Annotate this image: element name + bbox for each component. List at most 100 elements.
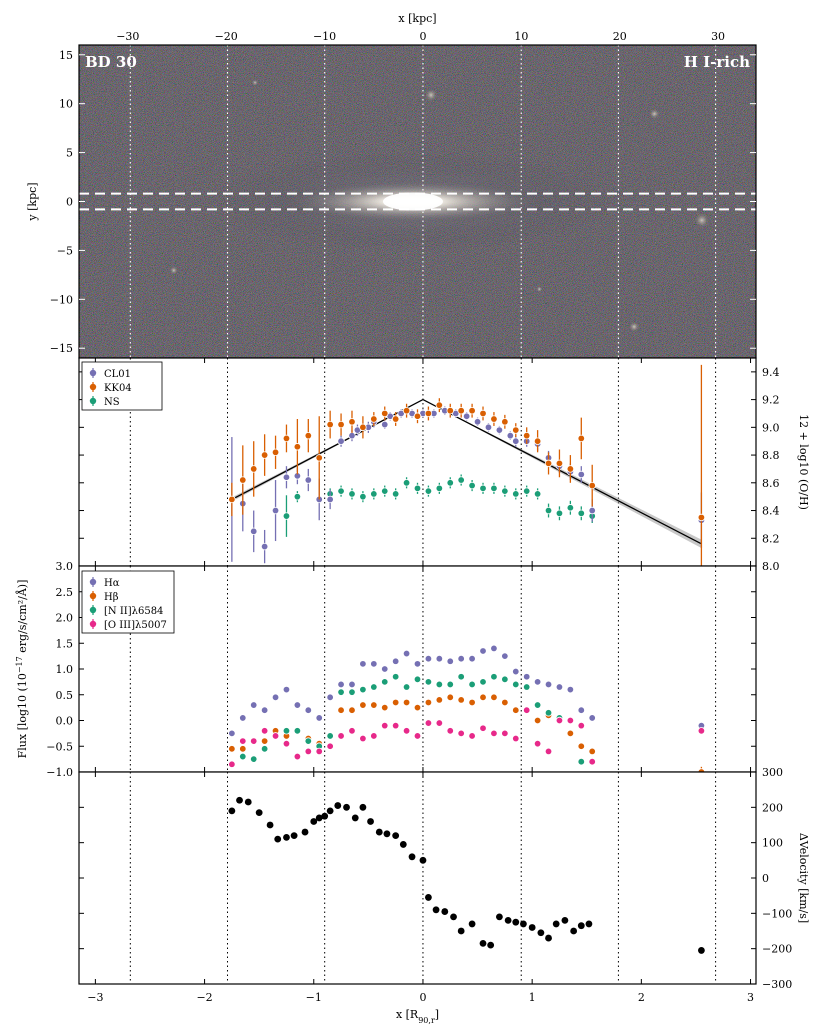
metallicity-background (79, 358, 756, 566)
flux-line-3-point (315, 747, 323, 756)
metallicity-y-axis-title: 12 + log10 (O/H) (797, 414, 810, 510)
metallicity-kk04-point (370, 415, 378, 423)
flux-line-1-point (228, 745, 236, 753)
flux-ytick-label: 1.5 (56, 637, 74, 650)
flux-line-2-point (479, 678, 487, 686)
velocity-point (585, 920, 593, 928)
top-tick-label: −20 (215, 30, 238, 43)
velocity-point (290, 832, 298, 839)
metallicity-kk04-point (239, 476, 247, 484)
flux-line-0-point (260, 706, 269, 714)
velocity-point (552, 920, 560, 928)
velocity-point (457, 927, 465, 935)
flux-ytick-label: 0.5 (56, 689, 74, 702)
flux-line-1-point (490, 693, 498, 702)
galaxy-image-panel: 15 10 5 0 −5 −10 −15 BD 30 H I-rich y [kpc] (26, 44, 757, 359)
metallicity-cl01-point (381, 420, 389, 429)
image-ytick-label: 5 (66, 147, 73, 160)
flux-line-3-point (544, 747, 553, 756)
metallicity-ns-point (522, 487, 531, 495)
metallicity-cl01-point (304, 476, 313, 484)
bottom-tick-label: −1 (306, 991, 322, 1004)
metallicity-ytick-label: 9.0 (762, 421, 780, 434)
metallicity-kk04-point (381, 409, 389, 418)
flux-line-1-point (337, 706, 345, 714)
velocity-point (375, 828, 383, 836)
background-star (536, 286, 543, 293)
velocity-point (334, 802, 342, 809)
flux-line-3-point (468, 732, 476, 740)
velocity-series (228, 796, 705, 954)
velocity-point (504, 917, 512, 924)
flux-line-3-point (479, 724, 487, 732)
flux-background (79, 566, 756, 772)
background-stars (169, 79, 709, 332)
flux-line-0-point (468, 655, 476, 663)
flux-line-3-point (555, 716, 564, 725)
flux-line-1-point (239, 745, 247, 753)
background-star (694, 213, 709, 228)
metallicity-cl01-point (326, 495, 334, 504)
velocity-point (512, 918, 520, 926)
flux-legend-marker (89, 620, 97, 628)
metallicity-kk04-point (446, 406, 454, 415)
flux-line-3-point (370, 732, 378, 740)
velocity-point (520, 920, 527, 928)
metallicity-kk04-point (577, 434, 585, 443)
velocity-point (236, 796, 243, 804)
flux-line-3-point (566, 716, 575, 725)
flux-line-1-point (381, 703, 389, 712)
flux-line-0-point (391, 657, 400, 665)
metallicity-cl01-point (260, 542, 269, 551)
velocity-point (244, 798, 252, 806)
galaxy-class-label: H I-rich (684, 53, 750, 71)
top-axis-title: x [kpc] (398, 12, 436, 25)
metallicity-cl01-point (588, 506, 596, 515)
flux-line-3-point (457, 729, 465, 738)
metallicity-kk04-point (293, 443, 302, 451)
flux-line-0-point (359, 660, 367, 668)
flux-line-2-point (250, 755, 258, 763)
velocity-point (326, 807, 334, 815)
metallicity-ns-point (413, 484, 422, 493)
flux-line-2-point (260, 745, 269, 753)
flux-ytick-label: 1.0 (56, 663, 74, 676)
top-tick-label: 30 (711, 30, 725, 43)
flux-line-3-point (446, 727, 454, 735)
bottom-tick-label: −3 (87, 991, 103, 1004)
flux-line-3-point (697, 727, 706, 735)
metallicity-kk04-point (348, 418, 356, 426)
velocity-panel: 300 200 100 0 −100 −200 −300 ΔVelocity [km/s] (78, 766, 810, 991)
metallicity-kk04-point (512, 426, 520, 434)
velocity-point (266, 821, 274, 829)
velocity-point (468, 920, 476, 928)
metallicity-panel: 8.0 8.2 8.4 8.6 8.8 9.0 9.2 9.4 3.0 CL01 KK04 NS 12 … (56, 357, 810, 573)
metallicity-kk04-point (490, 415, 498, 423)
metallicity-ns-point (391, 490, 400, 498)
velocity-point (419, 856, 427, 864)
bottom-tick-label: 0 (419, 991, 426, 1004)
flux-line-2-point (370, 683, 378, 691)
metallicity-kk04-point (282, 434, 291, 443)
slit-boundary-lines (79, 192, 756, 211)
metallicity-ytick-label: 8.0 (762, 560, 780, 573)
flux-line-0-point (228, 729, 236, 738)
metallicity-kk04-point (391, 415, 400, 423)
metallicity-ns-point (402, 479, 411, 487)
metallicity-cl01-point (495, 426, 504, 434)
velocity-point (487, 941, 495, 949)
flux-line-3-point (228, 760, 236, 768)
velocity-point (315, 814, 323, 822)
flux-line-3-point (282, 739, 291, 748)
bottom-tick-label: −2 (196, 991, 212, 1004)
metallicity-ytick-label: 8.6 (762, 477, 780, 490)
velocity-ytick-label: −300 (762, 978, 792, 991)
velocity-point (561, 917, 569, 924)
flux-line-0-point (457, 655, 465, 663)
flux-legend-box (81, 570, 175, 634)
velocity-point (274, 835, 282, 843)
flux-line-2-point (577, 758, 585, 766)
metallicity-cl01-point (271, 506, 280, 515)
velocity-point (537, 929, 545, 937)
